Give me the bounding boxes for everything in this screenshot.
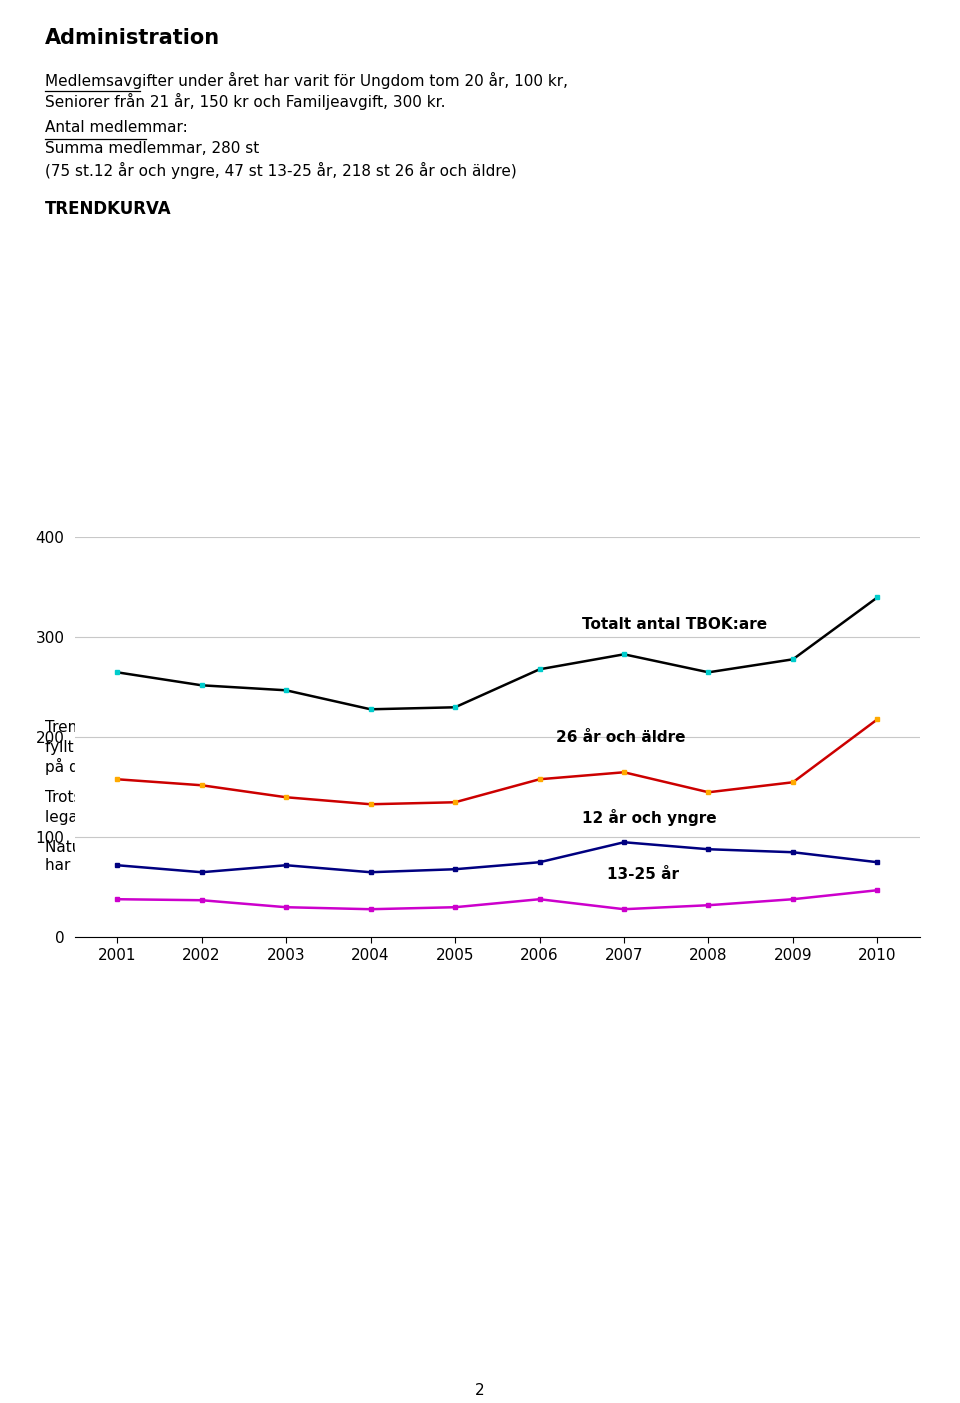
Text: Seniorer från 21 år, 150 kr och Familjeavgift, 300 kr.: Seniorer från 21 år, 150 kr och Familjea… [45, 93, 445, 109]
Text: Administration: Administration [45, 28, 220, 48]
Text: (75 st.12 år och yngre, 47 st 13-25 år, 218 st 26 år och äldre): (75 st.12 år och yngre, 47 st 13-25 år, … [45, 161, 516, 180]
Text: 2: 2 [475, 1383, 485, 1397]
Text: Medlemsavgifter under året har varit för Ungdom tom 20 år, 100 kr,: Medlemsavgifter under året har varit för… [45, 72, 568, 88]
Text: 13-25 år: 13-25 år [607, 867, 679, 882]
Text: Naturpasset har anordnats av klubben under sommarhalvåret. Gitte Jutvik och Brit: Naturpasset har anordnats av klubben und… [45, 838, 752, 854]
Text: fyllt 13 år under året. Den stora ökningen är medlemmar över 26 år och det beror: fyllt 13 år under året. Den stora ökning… [45, 738, 762, 755]
Text: Totalt antal TBOK:are: Totalt antal TBOK:are [582, 617, 767, 633]
Text: Summa medlemmar, 280 st: Summa medlemmar, 280 st [45, 140, 259, 156]
Text: TRENDKURVA: TRENDKURVA [45, 201, 172, 217]
Text: Antal medlemmar:: Antal medlemmar: [45, 121, 188, 135]
Text: 26 år och äldre: 26 år och äldre [557, 731, 685, 745]
Text: har varit ansvariga och Weine och CG har hjälpt till med kontroller.: har varit ansvariga och Weine och CG har… [45, 859, 557, 873]
Text: 12 år och yngre: 12 år och yngre [582, 810, 716, 826]
Text: på den snörika vintern som gav klubben många skidåkande medlemmar.: på den snörika vintern som gav klubben m… [45, 758, 606, 774]
Text: Trendkurvan visar att antalet medlemmar yngre-25 år är ungefär konstant. 10 ungd: Trendkurvan visar att antalet medlemmar … [45, 718, 758, 735]
Text: Trots det höga antalet medlemmar så har snittet för badet på Safiren på lördagar: Trots det höga antalet medlemmar så har … [45, 788, 746, 805]
Text: legat på 8,5 TBOK:are under höstsäsongen. Det har aldrig varit så dåligt någon g: legat på 8,5 TBOK:are under höstsäsongen… [45, 808, 702, 825]
